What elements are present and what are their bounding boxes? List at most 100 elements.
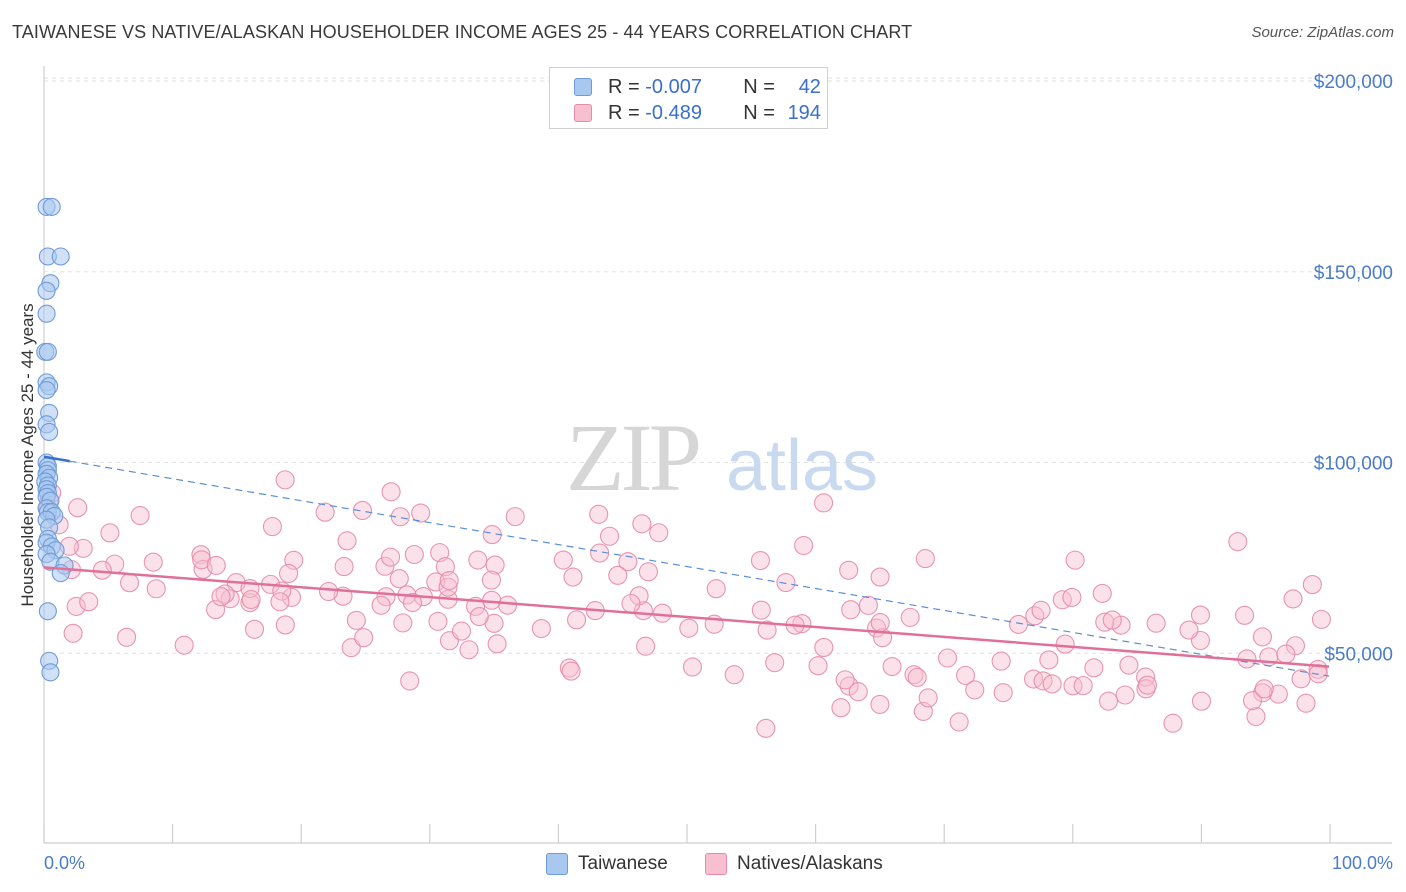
native-point-28	[1291, 669, 1311, 689]
native-point-85	[1031, 600, 1051, 620]
taiwanese-point-11	[37, 380, 56, 400]
native-point-43	[487, 634, 507, 654]
x-tick-label-1: 100.0%	[1332, 853, 1393, 873]
native-point-166	[632, 514, 652, 534]
native-point-95	[839, 560, 859, 580]
native-point-83	[1042, 674, 1062, 694]
taiwanese-trend-dashed	[69, 460, 1330, 677]
bottom-legend-natives: Natives/Alaskans	[705, 851, 883, 877]
chart-title: TAIWANESE VS NATIVE/ALASKAN HOUSEHOLDER …	[12, 22, 913, 42]
native-point-182	[1302, 575, 1322, 595]
native-point-71	[1098, 691, 1119, 711]
native-point-181	[438, 577, 458, 597]
native-point-12	[794, 535, 814, 556]
native-point-125	[814, 637, 834, 657]
watermark: ZIP atlas	[566, 404, 878, 511]
native-point-128	[870, 567, 890, 587]
native-point-49	[649, 523, 669, 543]
native-point-149	[848, 682, 868, 702]
native-point-104	[192, 550, 212, 570]
axes	[43, 66, 1392, 844]
taiwanese-point-40	[38, 602, 57, 621]
native-point-157	[1102, 610, 1122, 630]
native-point-176	[402, 592, 422, 613]
native-point-0	[341, 638, 361, 658]
grid-lines	[44, 77, 1392, 654]
native-point-170	[638, 562, 658, 582]
native-point-93	[882, 656, 902, 677]
native-point-7	[375, 556, 395, 576]
native-point-56	[337, 531, 357, 551]
native-point-193	[381, 482, 401, 502]
native-point-94	[119, 573, 140, 593]
watermark-zip: ZIP	[566, 404, 699, 511]
y-tick-label-0: $200,000	[1314, 72, 1393, 93]
bottom-legend-taiwanese: Taiwanese	[546, 851, 668, 877]
native-point-135	[870, 613, 890, 633]
native-point-126	[599, 526, 620, 546]
native-point-122	[949, 712, 969, 732]
native-point-16	[1228, 532, 1248, 552]
native-point-115	[553, 550, 573, 570]
native-point-72	[1008, 614, 1029, 634]
native-point-14	[100, 523, 120, 543]
native-point-177	[371, 595, 391, 615]
trend-lines	[43, 455, 1330, 677]
n-label: N =	[743, 75, 775, 98]
native-point-183	[262, 517, 283, 537]
native-point-142	[275, 470, 295, 490]
native-point-189	[870, 694, 890, 714]
native-point-52	[393, 613, 413, 633]
n-value-natives: 194	[787, 101, 821, 124]
native-point-131	[561, 661, 581, 681]
bottom-legend-label: Natives/Alaskans	[737, 853, 883, 874]
native-point-107	[279, 563, 299, 584]
native-point-173	[965, 680, 985, 700]
n-label: N =	[743, 101, 775, 124]
native-point-53	[991, 651, 1011, 671]
native-point-51	[430, 543, 450, 563]
native-point-41	[146, 579, 166, 599]
native-point-141	[211, 587, 231, 607]
bottom-swatch-taiwanese	[546, 853, 568, 875]
native-point-108	[751, 600, 771, 620]
stats-legend: R = -0.007 N = 42 R = -0.489 N = 194	[549, 67, 828, 129]
native-point-164	[1092, 583, 1112, 603]
native-point-137	[1065, 550, 1085, 570]
native-point-147	[174, 635, 194, 655]
taiwanese-point-8	[38, 342, 57, 361]
native-point-148	[858, 595, 878, 615]
native-point-162	[918, 688, 938, 708]
native-point-171	[589, 504, 609, 524]
native-point-169	[380, 547, 401, 567]
native-point-140	[1084, 658, 1104, 678]
native-point-156	[621, 593, 641, 614]
native-point-145	[66, 596, 86, 616]
native-point-100	[117, 627, 137, 647]
native-point-39	[346, 610, 366, 630]
taiwanese-point-42	[41, 663, 60, 682]
taiwanese-point-3	[51, 247, 70, 266]
taiwanese-trend-solid	[43, 455, 70, 463]
native-point-13	[334, 557, 354, 577]
native-point-188	[1039, 650, 1059, 670]
native-point-5	[315, 502, 335, 522]
y-tick-label-3: $50,000	[1324, 644, 1393, 665]
n-value-taiwanese: 42	[798, 75, 821, 98]
y-tick-labels: $200,000 $150,000 $100,000 $50,000	[1314, 72, 1393, 665]
taiwanese-point-5	[37, 281, 56, 300]
native-point-59	[354, 628, 374, 648]
native-point-34	[485, 555, 505, 575]
native-point-117	[481, 570, 502, 590]
native-point-15	[559, 658, 579, 678]
native-point-165	[468, 550, 488, 570]
native-point-160	[907, 667, 927, 687]
legend-swatch-natives	[574, 104, 592, 122]
native-point-44	[1055, 634, 1075, 654]
native-point-46	[281, 587, 302, 607]
legend-row-taiwanese: R = -0.007 N = 42	[574, 74, 821, 100]
native-point-180	[411, 503, 431, 523]
native-point-70	[1285, 636, 1305, 656]
native-point-21	[757, 620, 777, 640]
r-value-natives: -0.489	[645, 101, 702, 124]
